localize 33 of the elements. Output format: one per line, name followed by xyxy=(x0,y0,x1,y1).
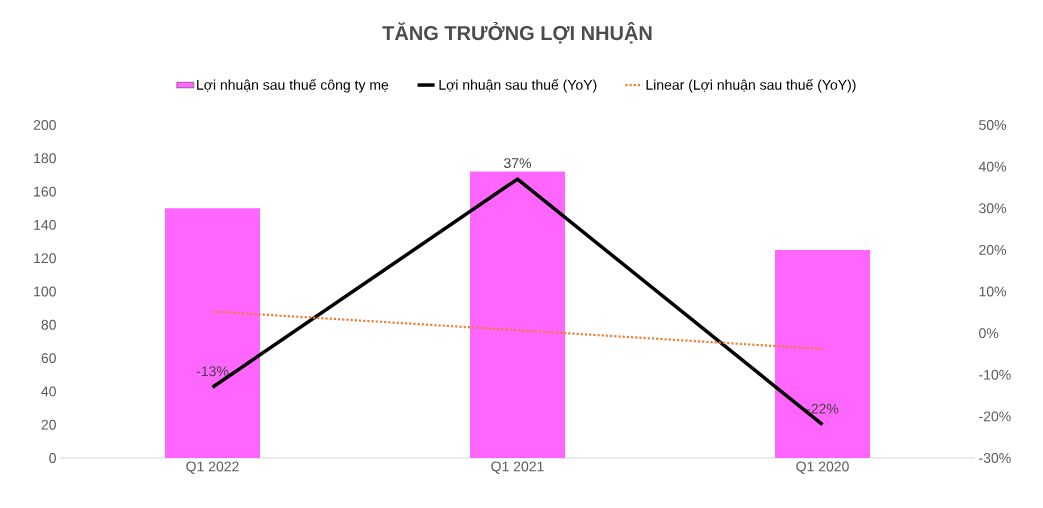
legend-label: Linear (Lợi nhuận sau thuế (YoY)) xyxy=(646,78,856,93)
bar xyxy=(775,249,871,458)
y2-tick-label: -20% xyxy=(979,411,1011,422)
y-tick-label: 60 xyxy=(41,353,56,364)
legend-label: Lợi nhuận sau thuế công ty mẹ xyxy=(197,78,389,93)
data-label: -13% xyxy=(196,366,229,377)
chart-title: TĂNG TRƯỞNG LỢI NHUẬN xyxy=(382,22,652,44)
y-tick-label: 0 xyxy=(49,453,56,463)
y2-tick-label: 10% xyxy=(979,286,1007,297)
x-tick-label: Q1 2020 xyxy=(796,461,849,474)
y-tick-label: 200 xyxy=(33,120,56,130)
y2-tick-label: -10% xyxy=(979,369,1011,380)
legend-label: Lợi nhuận sau thuế (YoY) xyxy=(439,78,597,93)
y-tick-label: 180 xyxy=(34,153,56,164)
y-tick-label: 20 xyxy=(41,419,56,430)
y2-tick-label: 40% xyxy=(978,161,1007,172)
y2-tick-label: 0% xyxy=(979,328,999,339)
bar xyxy=(470,171,566,458)
y2-tick-label: 30% xyxy=(979,203,1007,214)
y-tick-label: 160 xyxy=(34,186,56,197)
bar xyxy=(165,208,260,458)
data-label: 37% xyxy=(504,158,532,169)
data-label: -22% xyxy=(806,403,839,414)
y2-tick-label: 50% xyxy=(979,120,1007,130)
y-tick-label: 140 xyxy=(34,219,56,230)
y-tick-label: 80 xyxy=(41,319,56,330)
y-tick-label: 100 xyxy=(34,286,56,297)
y-tick-label: 40 xyxy=(41,386,56,397)
x-tick-label: Q1 2022 xyxy=(186,461,239,474)
y2-tick-label: 20% xyxy=(979,244,1007,255)
x-tick-label: Q1 2021 xyxy=(491,461,544,474)
y-tick-label: 120 xyxy=(34,253,56,264)
y2-tick-label: -30% xyxy=(979,453,1011,463)
